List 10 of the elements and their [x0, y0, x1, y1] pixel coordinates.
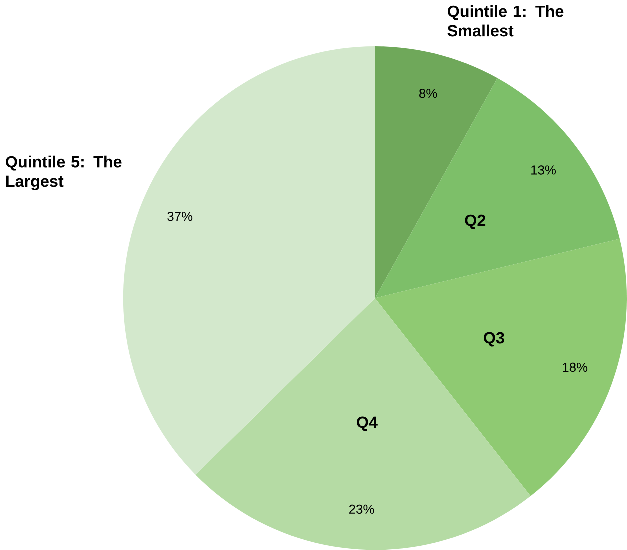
slice-label: Q3 [484, 332, 504, 347]
data-label: 13% [532, 166, 556, 175]
slice-label: Q2 [465, 214, 486, 230]
slice-label: Quintile 1: The Smallest [448, 5, 564, 37]
data-label: 23% [349, 504, 374, 514]
data-label: 37% [168, 212, 193, 222]
data-label: 18% [563, 362, 588, 372]
data-label: 8% [420, 88, 438, 98]
slice-label: Quintile 5: The Largest [6, 156, 122, 190]
slice-label: Q4 [357, 416, 378, 432]
